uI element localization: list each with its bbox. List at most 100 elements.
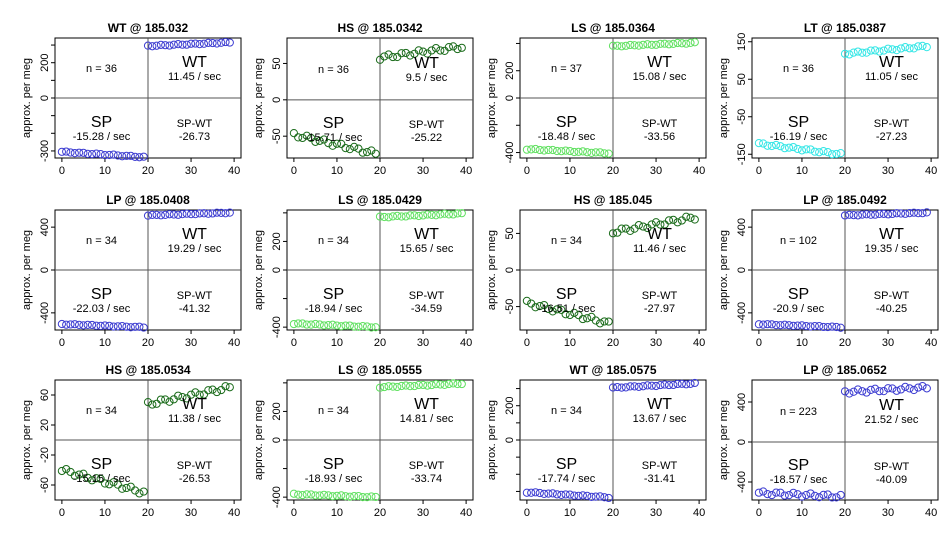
- data-point: [423, 210, 432, 219]
- data-point: [431, 380, 441, 389]
- data-point: [204, 38, 213, 47]
- x-tick-label: 0: [524, 165, 530, 177]
- sp-rate: -18.93 / sec: [305, 473, 363, 485]
- data-point: [669, 215, 678, 224]
- data-point: [105, 480, 114, 489]
- data-point: [853, 211, 863, 220]
- data-point: [401, 212, 410, 221]
- data-point: [350, 322, 359, 331]
- x-tick-label: 10: [99, 337, 111, 349]
- data-point: [548, 145, 557, 155]
- sp-wt-value: -40.09: [876, 474, 907, 486]
- data-point: [388, 212, 398, 221]
- data-point: [380, 52, 389, 61]
- n-count: n = 34: [318, 235, 349, 247]
- data-point: [298, 319, 307, 328]
- sp-label: SP: [556, 286, 577, 303]
- sp-rate: -16.51 / sec: [538, 303, 596, 315]
- data-point: [832, 322, 841, 332]
- wt-rate: 11.45 / sec: [168, 71, 221, 83]
- data-point: [561, 490, 570, 499]
- data-point: [208, 209, 217, 218]
- y-axis-label: approx. per meg: [486, 400, 498, 480]
- data-point: [57, 466, 66, 476]
- y-tick-label: -300: [39, 140, 51, 162]
- data-point: [892, 209, 901, 218]
- data-point: [858, 387, 867, 396]
- data-point: [875, 209, 884, 219]
- data-point: [754, 488, 763, 497]
- data-point: [113, 151, 122, 160]
- data-point: [83, 473, 92, 482]
- data-point: [862, 48, 871, 57]
- panel-title: HS @ 185.045: [574, 193, 653, 207]
- wt-label: WT: [182, 226, 207, 243]
- data-point: [204, 209, 213, 218]
- data-point: [845, 210, 854, 219]
- data-point: [660, 220, 669, 229]
- data-point: [289, 319, 298, 329]
- data-point: [66, 148, 75, 157]
- data-point: [858, 210, 867, 219]
- wt-rate: 19.29 / sec: [168, 243, 222, 255]
- data-point: [901, 382, 910, 392]
- n-count: n = 223: [780, 406, 817, 418]
- sp-wt-value: -40.25: [876, 303, 907, 315]
- data-point: [294, 490, 303, 499]
- data-point: [148, 210, 157, 219]
- data-point: [630, 382, 639, 391]
- x-tick-label: 40: [228, 165, 240, 177]
- sp-wt-value: -33.74: [411, 473, 442, 485]
- y-tick-label: 0: [39, 95, 51, 101]
- data-point: [105, 321, 114, 330]
- data-point: [418, 47, 428, 56]
- data-point: [626, 40, 635, 50]
- data-point: [797, 492, 807, 501]
- sp-rate: -18.48 / sec: [538, 131, 596, 143]
- n-count: n = 36: [86, 63, 117, 75]
- data-point: [397, 49, 406, 58]
- data-point: [165, 210, 174, 219]
- data-point: [686, 38, 695, 48]
- data-point: [186, 390, 196, 399]
- data-point: [540, 489, 549, 498]
- n-count: n = 34: [86, 405, 117, 417]
- data-point: [651, 381, 661, 391]
- data-point: [557, 147, 566, 156]
- data-point: [806, 322, 815, 331]
- y-tick-label: 0: [504, 437, 516, 443]
- data-point: [156, 40, 166, 49]
- sp-wt-label: SP-WT: [874, 290, 910, 302]
- data-point: [174, 391, 183, 400]
- data-point: [212, 387, 221, 397]
- data-point: [557, 490, 566, 500]
- data-point: [345, 492, 354, 501]
- data-point: [677, 379, 686, 388]
- data-point: [522, 145, 531, 154]
- y-tick-label: 200: [271, 402, 283, 420]
- data-point: [862, 388, 871, 397]
- data-point: [406, 382, 415, 391]
- data-point: [875, 387, 884, 396]
- data-point: [96, 474, 105, 484]
- data-point: [570, 308, 579, 317]
- data-point: [457, 43, 466, 52]
- data-point: [527, 488, 536, 497]
- data-point: [79, 469, 88, 478]
- data-point: [583, 148, 592, 157]
- x-tick-label: 30: [185, 507, 197, 519]
- data-point: [608, 229, 618, 238]
- data-point: [307, 320, 316, 329]
- data-point: [793, 490, 802, 499]
- data-point: [531, 488, 540, 497]
- data-point: [148, 400, 157, 409]
- data-point: [100, 151, 110, 160]
- y-axis-label: approx. per meg: [486, 230, 498, 310]
- data-point: [918, 41, 927, 50]
- data-point: [371, 323, 380, 332]
- data-point: [100, 479, 110, 488]
- data-point: [350, 492, 359, 501]
- data-point: [871, 46, 880, 55]
- data-point: [651, 218, 661, 227]
